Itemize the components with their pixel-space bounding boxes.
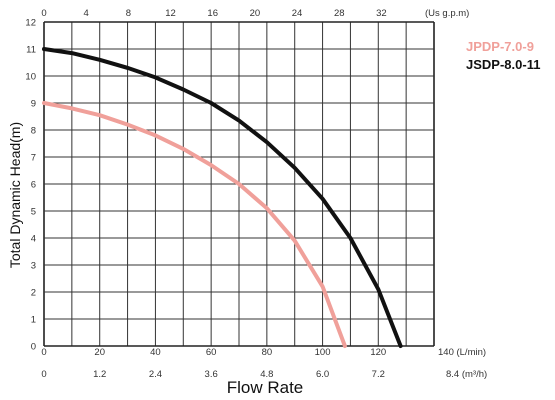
x-tick-label-lpm: 100 bbox=[315, 347, 331, 358]
y-tick-label: 7 bbox=[31, 153, 36, 164]
x-tick-label-lpm: 120 bbox=[370, 347, 386, 358]
x-secondary-unit-label: 8.4 (m³/h) bbox=[446, 369, 487, 380]
y-tick-label: 8 bbox=[31, 126, 36, 137]
y-tick-label: 12 bbox=[25, 18, 36, 29]
x-tick-label-m3h: 1.2 bbox=[93, 369, 106, 380]
x-tick-label-m3h: 2.4 bbox=[149, 369, 162, 380]
x-tick-label-lpm: 0 bbox=[41, 347, 46, 358]
x-tick-label-lpm: 20 bbox=[94, 347, 105, 358]
y-axis-title: Total Dynamic Head(m) bbox=[7, 122, 23, 268]
x-tick-label-gpm: 16 bbox=[207, 8, 218, 19]
x-tick-label-gpm: 12 bbox=[165, 8, 176, 19]
legend-series-1: JPDP-7.0-9 bbox=[466, 39, 534, 54]
legend-series-2: JSDP-8.0-11 bbox=[466, 57, 540, 72]
x-top-unit-label: (Us g.p.m) bbox=[425, 8, 469, 19]
x-tick-label-gpm: 0 bbox=[41, 8, 46, 19]
y-tick-label: 3 bbox=[31, 261, 36, 272]
series-line-2 bbox=[42, 47, 403, 348]
x-tick-label-lpm: 80 bbox=[262, 347, 273, 358]
x-tick-label-gpm: 28 bbox=[334, 8, 345, 19]
x-tick-labels-lpm: 0 20 40 60 80 100 120 bbox=[41, 347, 386, 358]
y-tick-label: 9 bbox=[31, 99, 36, 110]
x-tick-labels-gpm: 0 4 8 12 16 20 24 28 32 bbox=[41, 8, 386, 19]
x-primary-unit-label: 140 (L/min) bbox=[438, 347, 486, 358]
x-axis-title: Flow Rate bbox=[227, 378, 304, 397]
y-tick-label: 5 bbox=[31, 207, 36, 218]
y-tick-label: 1 bbox=[31, 315, 36, 326]
x-tick-label-lpm: 40 bbox=[150, 347, 161, 358]
series-line-1 bbox=[42, 101, 347, 348]
x-tick-label-m3h: 6.0 bbox=[316, 369, 329, 380]
y-tick-label: 4 bbox=[31, 234, 36, 245]
x-tick-label-m3h: 3.6 bbox=[205, 369, 218, 380]
x-tick-label-lpm: 60 bbox=[206, 347, 217, 358]
x-tick-label-gpm: 4 bbox=[84, 8, 89, 19]
x-tick-label-gpm: 20 bbox=[250, 8, 261, 19]
x-tick-label-gpm: 8 bbox=[126, 8, 131, 19]
x-tick-label-gpm: 32 bbox=[376, 8, 387, 19]
y-tick-label: 0 bbox=[31, 342, 36, 353]
x-tick-label-m3h: 0 bbox=[41, 369, 46, 380]
x-tick-label-m3h: 4.8 bbox=[260, 369, 273, 380]
y-tick-label: 11 bbox=[26, 45, 36, 56]
y-tick-label: 10 bbox=[25, 72, 36, 83]
x-tick-label-m3h: 7.2 bbox=[372, 369, 385, 380]
x-tick-label-gpm: 24 bbox=[292, 8, 303, 19]
y-tick-label: 2 bbox=[31, 288, 36, 299]
x-tick-labels-m3h: 0 1.2 2.4 3.6 4.8 6.0 7.2 bbox=[41, 369, 385, 380]
y-tick-label: 6 bbox=[31, 180, 36, 191]
curves bbox=[42, 47, 403, 348]
